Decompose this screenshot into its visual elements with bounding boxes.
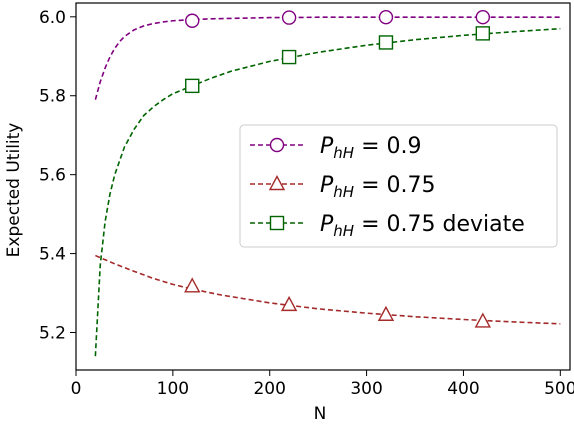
x-tick-label: 100 (157, 379, 189, 399)
series-line (94, 27, 561, 357)
legend-marker (269, 215, 285, 231)
y-axis-label: Expected Utility (4, 123, 24, 258)
series-line (95, 254, 561, 325)
series-marker (378, 35, 394, 50)
series-line (94, 16, 561, 100)
legend-entry-1: PhH = 0.75 (250, 173, 435, 201)
legend-marker (269, 137, 285, 153)
x-axis-label: N (314, 404, 327, 424)
legend-box (239, 124, 558, 248)
x-tick-label: 200 (253, 379, 285, 399)
y-tick-label: 6.0 (39, 8, 66, 28)
series-marker (185, 13, 200, 28)
x-tick-label: 0 (71, 379, 82, 399)
legend-entry-0: PhH = 0.9 (250, 134, 422, 162)
legend-label: PhH = 0.75 deviate (320, 212, 525, 240)
legend-marker (268, 175, 286, 191)
series-marker (281, 49, 297, 65)
y-tick-label: 5.6 (39, 166, 66, 186)
plot-frame (75, 2, 571, 371)
y-tick-label: 5.8 (39, 87, 66, 107)
series-marker (281, 10, 297, 25)
legend-entry-2: PhH = 0.75 deviate (250, 212, 525, 240)
series-marker (280, 295, 298, 312)
series-marker (475, 10, 491, 25)
series-layer (94, 10, 561, 357)
x-tick-label: 400 (447, 379, 479, 399)
legend-label: PhH = 0.75 (320, 173, 435, 201)
legend-label: PhH = 0.9 (320, 134, 422, 162)
x-axis: 0 100 200 300 400 500 (71, 370, 574, 399)
series-1 (95, 254, 561, 328)
series-marker (184, 277, 201, 293)
series-0 (94, 10, 561, 100)
legend: PhH = 0.9 PhH = 0.75 PhH = 0.75 deviate (239, 124, 558, 248)
y-tick-label: 5.2 (39, 324, 66, 344)
y-axis: 5.2 5.4 5.6 5.8 6.0 (39, 8, 76, 344)
series-marker (474, 312, 491, 328)
series-2 (94, 26, 561, 357)
y-tick-label: 5.4 (39, 245, 66, 265)
series-marker (185, 78, 200, 94)
x-tick-label: 500 (544, 379, 574, 399)
x-tick-label: 300 (350, 379, 382, 399)
series-marker (475, 26, 491, 41)
series-marker (378, 10, 394, 25)
series-marker (377, 305, 395, 321)
